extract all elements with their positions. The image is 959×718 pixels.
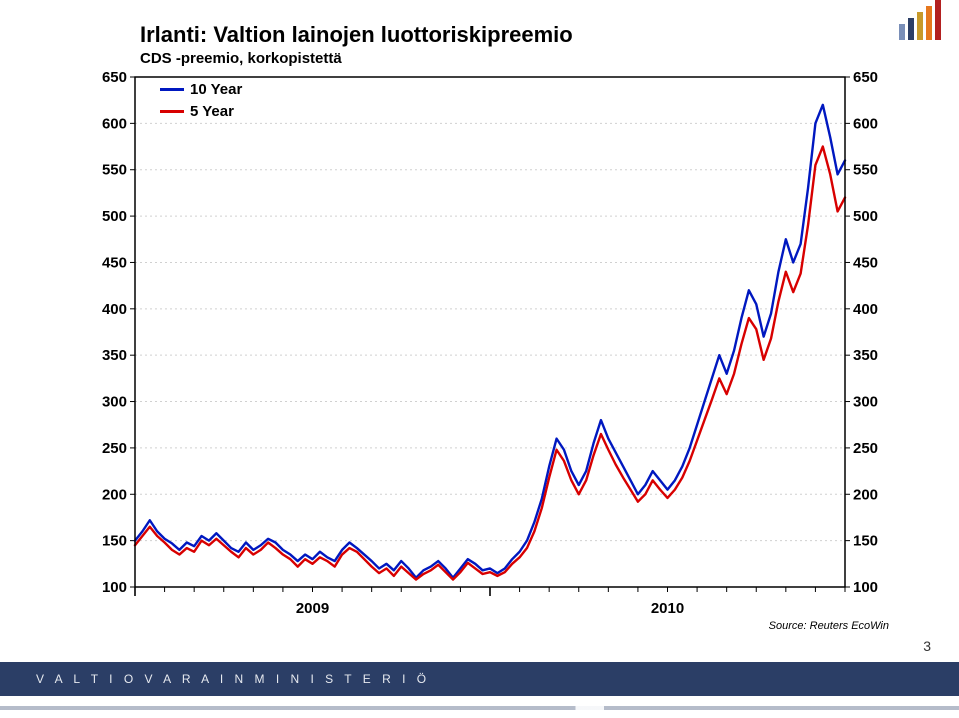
chart-title: Irlanti: Valtion lainojen luottoriskipre… [140, 22, 573, 48]
corner-decor-bars [899, 0, 959, 40]
legend-item: 10 Year [160, 78, 242, 100]
svg-text:350: 350 [102, 347, 127, 364]
footer-bar: V A L T I O V A R A I N M I N I S T E R … [0, 662, 959, 696]
footer-stripe [0, 706, 959, 710]
svg-text:450: 450 [853, 254, 878, 271]
svg-text:250: 250 [853, 440, 878, 457]
svg-text:2009: 2009 [296, 600, 329, 617]
svg-text:200: 200 [853, 486, 878, 503]
corner-bar [935, 0, 941, 40]
page-number: 3 [923, 638, 931, 654]
chart-subtitle: CDS -preemio, korkopistettä [140, 50, 342, 67]
svg-text:650: 650 [102, 72, 127, 86]
svg-text:400: 400 [102, 301, 127, 318]
svg-text:200: 200 [102, 486, 127, 503]
legend-label: 5 Year [190, 103, 234, 120]
svg-text:2010: 2010 [651, 600, 684, 617]
legend-item: 5 Year [160, 100, 242, 122]
svg-text:300: 300 [102, 394, 127, 411]
svg-text:350: 350 [853, 347, 878, 364]
slide-footer: V A L T I O V A R A I N M I N I S T E R … [0, 662, 959, 718]
ministry-name: V A L T I O V A R A I N M I N I S T E R … [36, 672, 430, 686]
svg-text:600: 600 [102, 115, 127, 132]
svg-text:150: 150 [102, 533, 127, 550]
chart-legend: 10 Year 5 Year [160, 78, 242, 122]
corner-bar [899, 24, 905, 40]
svg-text:100: 100 [102, 579, 127, 596]
svg-text:500: 500 [102, 208, 127, 225]
corner-bar [926, 6, 932, 40]
svg-text:500: 500 [853, 208, 878, 225]
svg-text:150: 150 [853, 533, 878, 550]
svg-text:600: 600 [853, 115, 878, 132]
legend-swatch [160, 88, 184, 91]
svg-text:250: 250 [102, 440, 127, 457]
svg-text:100: 100 [853, 579, 878, 596]
line-chart: 650 650 600 600 550 550 500 500 450 450 400 400 350 3… [80, 72, 900, 632]
svg-text:450: 450 [102, 254, 127, 271]
svg-text:300: 300 [853, 394, 878, 411]
source-text: Source: Reuters EcoWin [769, 620, 889, 632]
chart-container: 650 650 600 600 550 550 500 500 450 450 400 400 350 3… [80, 72, 900, 632]
svg-text:400: 400 [853, 301, 878, 318]
legend-label: 10 Year [190, 81, 242, 98]
svg-text:650: 650 [853, 72, 878, 86]
svg-text:550: 550 [102, 162, 127, 179]
corner-bar [917, 12, 923, 40]
corner-bar [908, 18, 914, 40]
svg-text:550: 550 [853, 162, 878, 179]
legend-swatch [160, 110, 184, 113]
